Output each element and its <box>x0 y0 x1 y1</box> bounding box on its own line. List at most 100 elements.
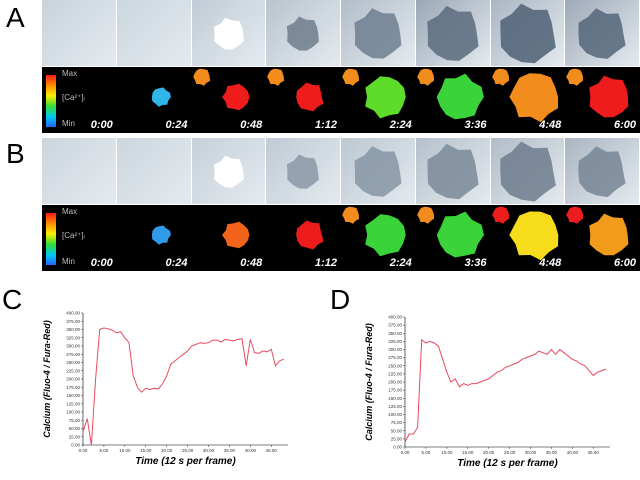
x-tick-label: 0.00 <box>79 448 88 453</box>
time-label: 2:24 <box>352 257 412 269</box>
brightfield-frame <box>341 0 415 66</box>
cell-silhouette <box>355 146 402 196</box>
calcium-cell <box>152 87 171 106</box>
neighbor-cell-fragment <box>566 207 583 224</box>
x-tick-label: 10.00 <box>119 448 131 453</box>
neighbor-cell-fragment <box>492 207 509 224</box>
time-label: 0:00 <box>53 119 113 131</box>
brightfield-frame <box>117 138 191 204</box>
calcium-series-line <box>405 340 606 442</box>
brightfield-frame <box>42 138 116 204</box>
neighbor-cell-fragment <box>267 69 284 86</box>
y-tick-label: 25.00 <box>69 434 81 439</box>
cell-silhouette <box>579 146 626 197</box>
brightfield-frame <box>117 0 191 66</box>
time-label: 0:48 <box>202 119 262 131</box>
calcium-trace-chart-d: 0.00 25.00 50.00 75.00 100.00 125.00 150.00 175… <box>328 300 640 475</box>
cell-silhouette <box>500 4 556 64</box>
y-tick-label: 350.00 <box>66 327 80 332</box>
y-tick-label: 375.00 <box>66 319 80 324</box>
time-label: 1:12 <box>277 257 337 269</box>
time-label: 3:36 <box>427 257 487 269</box>
neighbor-cell-fragment <box>342 207 359 224</box>
x-tick-label: 20.00 <box>483 450 495 455</box>
brightfield-frame <box>491 0 565 66</box>
cell-silhouette <box>287 17 319 51</box>
time-label: 3:36 <box>427 119 487 131</box>
y-tick-label: 200.00 <box>388 380 402 385</box>
cell-silhouette <box>213 156 243 188</box>
x-tick-label: 40.00 <box>567 450 579 455</box>
brightfield-frame <box>416 138 490 204</box>
calcium-cell <box>590 214 629 256</box>
y-tick-label: 50.00 <box>391 428 403 433</box>
y-tick-label: 100.00 <box>388 412 402 417</box>
cell-silhouette <box>427 144 478 199</box>
neighbor-cell-fragment <box>417 69 434 86</box>
neighbor-cell-fragment <box>417 207 434 224</box>
time-label: 0:48 <box>202 257 262 269</box>
panel-label-a: A <box>6 2 25 34</box>
y-tick-label: 75.00 <box>69 418 81 423</box>
x-tick-label: 25.00 <box>504 450 516 455</box>
brightfield-row-b <box>42 138 640 204</box>
cell-silhouette <box>579 8 626 59</box>
x-tick-label: 5.00 <box>100 448 109 453</box>
y-tick-label: 175.00 <box>388 388 402 393</box>
calcium-cell <box>437 212 484 258</box>
cell-silhouette <box>213 18 243 50</box>
y-axis-label: Calcium (Fluo-4 / Fura-Red) <box>364 323 374 441</box>
calcium-cell <box>296 221 323 250</box>
y-tick-label: 325.00 <box>66 335 80 340</box>
time-label: 0:24 <box>128 257 188 269</box>
y-tick-label: 375.00 <box>388 323 402 328</box>
y-tick-label: 350.00 <box>388 331 402 336</box>
x-axis-label: Time (12 s per frame) <box>135 456 236 467</box>
x-tick-label: 35.00 <box>546 450 558 455</box>
y-tick-label: 150.00 <box>388 396 402 401</box>
x-tick-label: 5.00 <box>422 450 431 455</box>
y-tick-label: 125.00 <box>66 401 80 406</box>
x-tick-label: 25.00 <box>182 448 194 453</box>
calcium-cell <box>222 222 250 249</box>
y-tick-label: 175.00 <box>66 385 80 390</box>
neighbor-cell-fragment <box>193 69 210 86</box>
x-tick-label: 20.00 <box>161 448 173 453</box>
brightfield-frame <box>341 138 415 204</box>
x-tick-label: 10.00 <box>441 450 453 455</box>
x-tick-label: 30.00 <box>203 448 215 453</box>
y-tick-label: 250.00 <box>388 363 402 368</box>
brightfield-frame <box>565 138 639 204</box>
y-tick-label: 25.00 <box>391 436 403 441</box>
y-tick-label: 300.00 <box>388 347 402 352</box>
cell-silhouette <box>427 6 478 61</box>
calcium-cell <box>589 76 628 118</box>
x-tick-label: 15.00 <box>140 448 152 453</box>
calcium-cell <box>365 214 406 256</box>
y-tick-label: 100.00 <box>66 410 80 415</box>
brightfield-frame <box>42 0 116 66</box>
y-tick-label: 275.00 <box>66 352 80 357</box>
y-tick-label: 400.00 <box>66 311 80 316</box>
x-tick-label: 35.00 <box>224 448 236 453</box>
time-label: 0:00 <box>53 257 113 269</box>
calcium-cell <box>365 76 406 118</box>
brightfield-frame <box>266 0 340 66</box>
time-label: 6:00 <box>576 257 636 269</box>
x-axis-label: Time (12 s per frame) <box>457 458 558 469</box>
calcium-series-line <box>83 328 284 445</box>
panel-label-b: B <box>6 138 25 170</box>
y-tick-label: 50.00 <box>69 426 81 431</box>
brightfield-frame <box>192 138 266 204</box>
y-tick-label: 0.00 <box>71 443 80 448</box>
x-tick-label: 0.00 <box>401 450 410 455</box>
time-label: 4:48 <box>501 119 561 131</box>
y-tick-label: 125.00 <box>388 404 402 409</box>
y-tick-label: 300.00 <box>66 344 80 349</box>
y-tick-label: 75.00 <box>391 420 403 425</box>
x-tick-label: 15.00 <box>462 450 474 455</box>
